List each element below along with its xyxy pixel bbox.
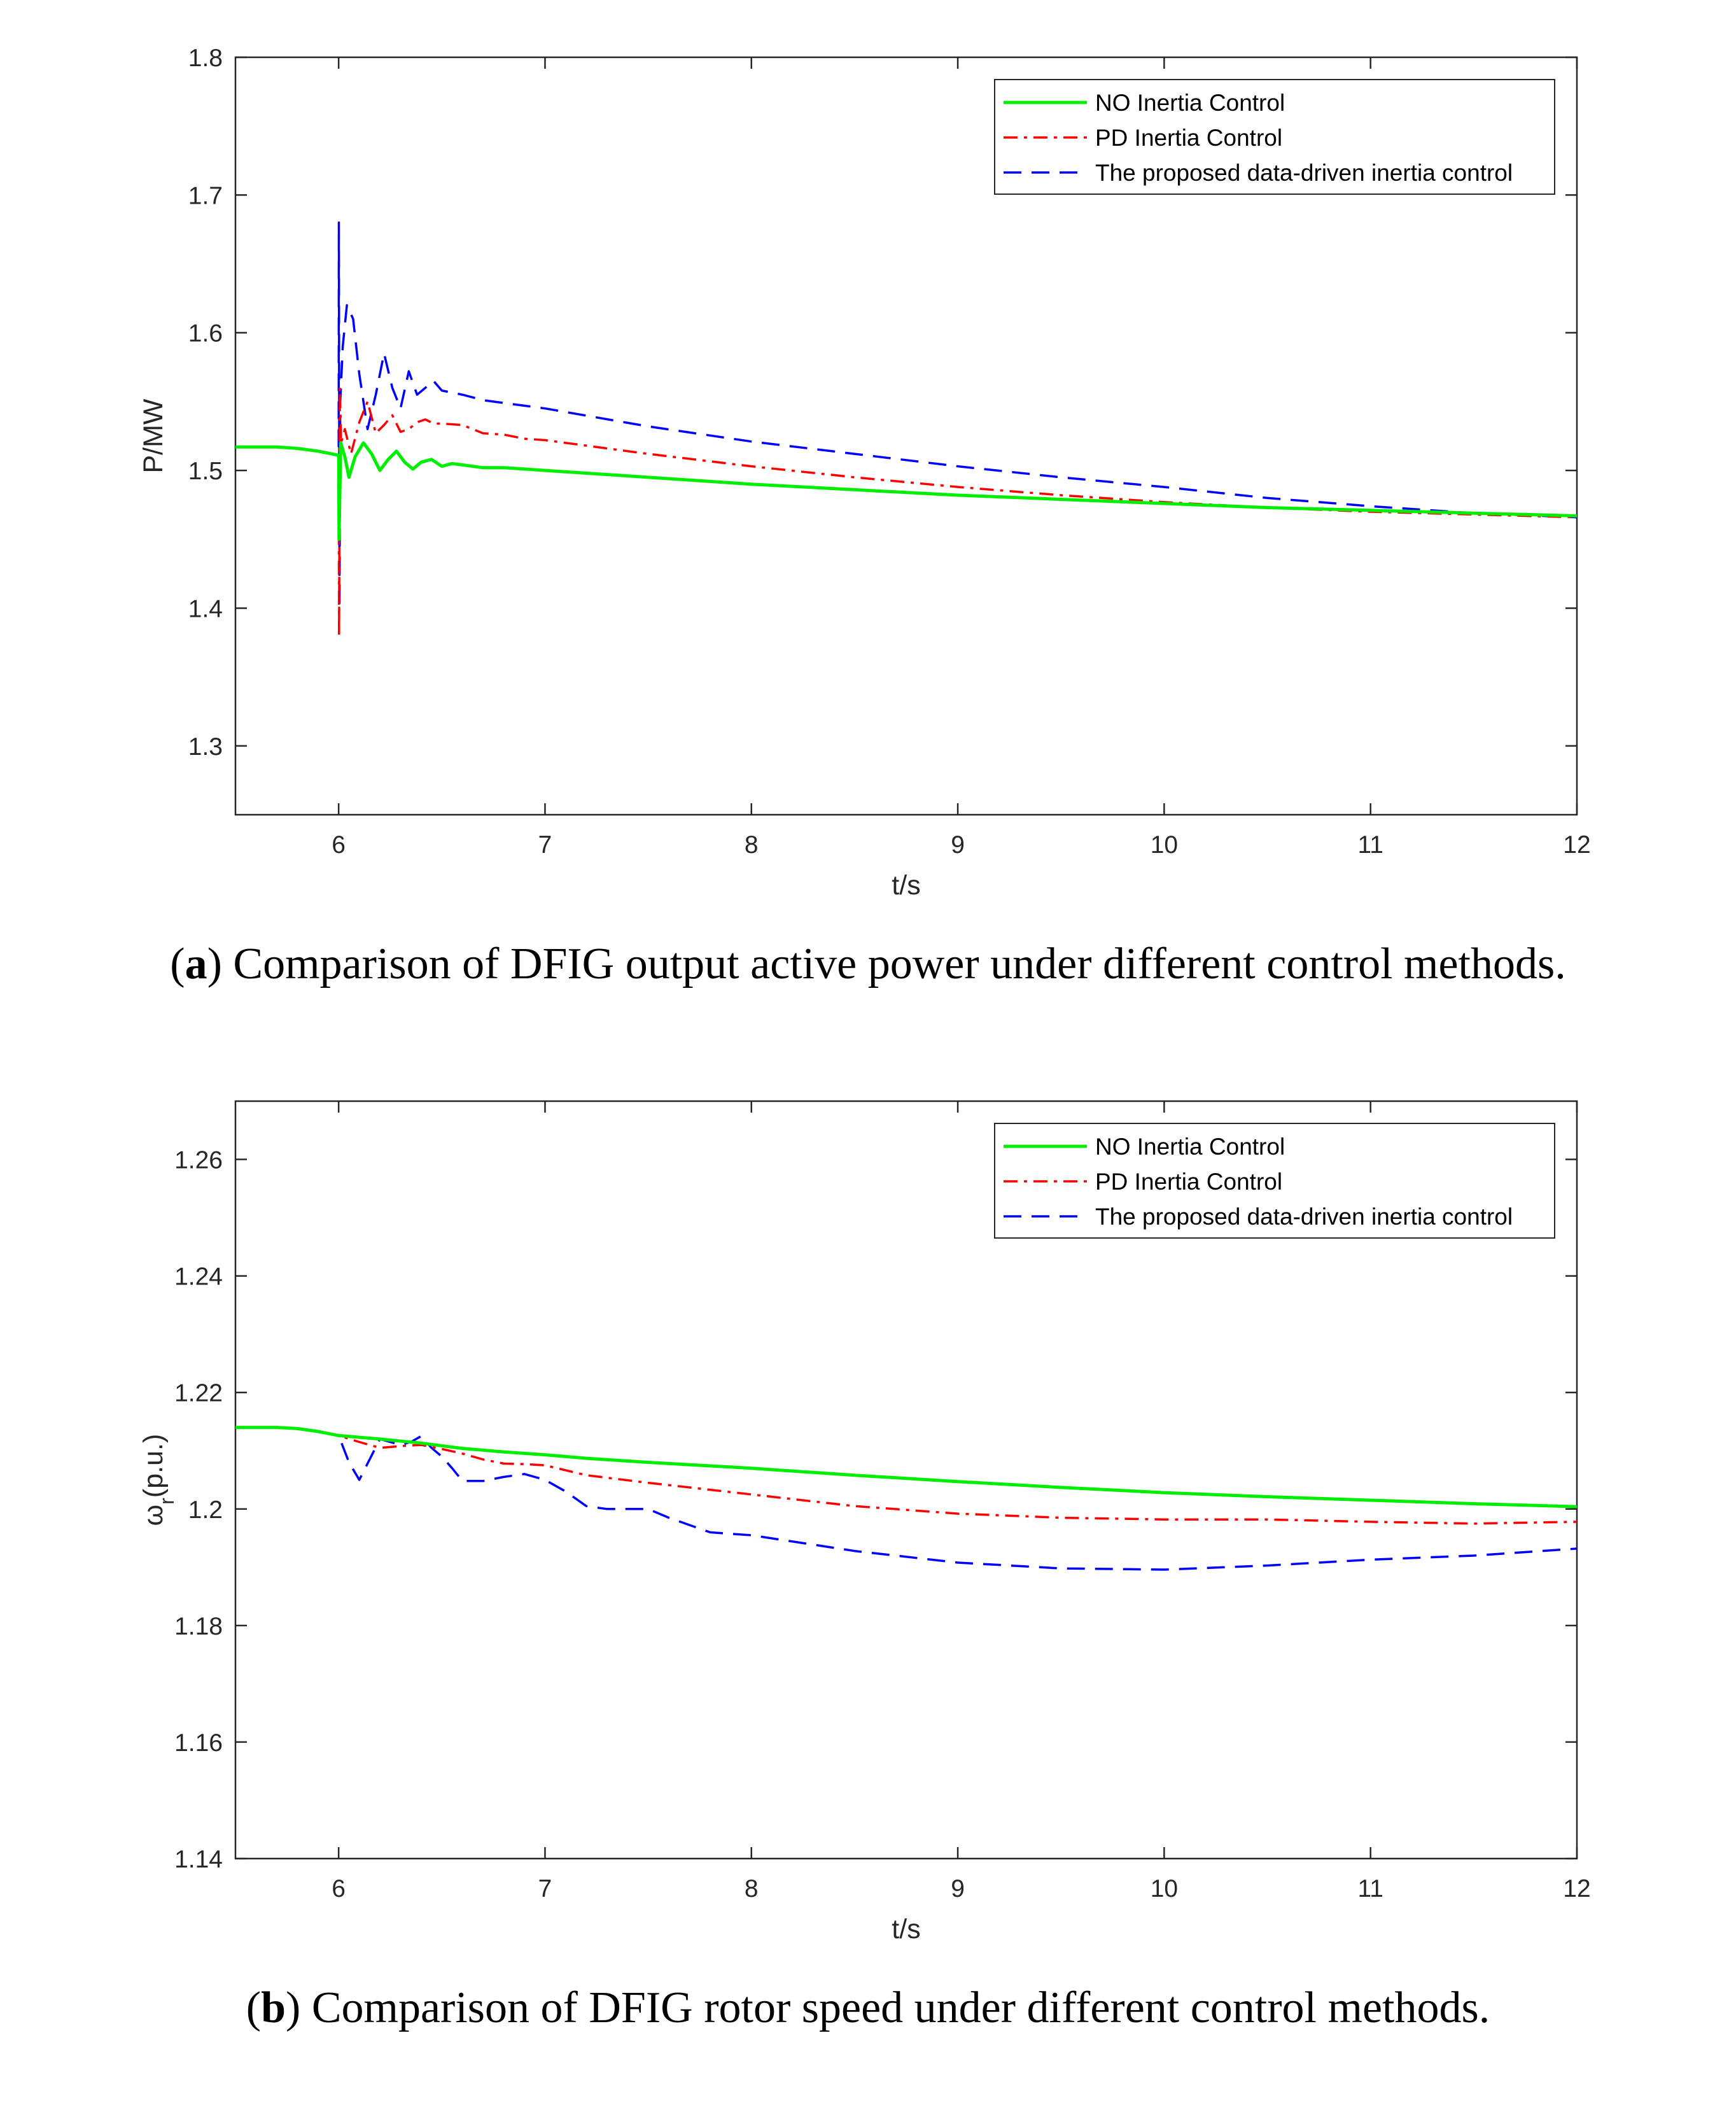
chart-power: 6 7 8 9 10 11 12 1.3 1.4 1.5 1.6 1.7 1.8 t/s P/MW NO In…	[138, 45, 1591, 901]
y-tick-label: 1.8	[188, 45, 223, 72]
series-line-dashed	[235, 1426, 1577, 1571]
caption-a-letter: a	[185, 939, 207, 988]
series-line-dashed	[235, 221, 1577, 610]
legend-label: PD Inertia Control	[1095, 1169, 1282, 1195]
x-axis-label: t/s	[892, 1914, 920, 1945]
x-tick-label: 6	[332, 1875, 346, 1903]
y-axis-label-subscript: r	[155, 1498, 178, 1505]
legend-label: The proposed data-driven inertia control	[1095, 160, 1513, 186]
y-tick-label: 1.22	[174, 1380, 223, 1407]
caption-b-text: Comparison of DFIG rotor speed under dif…	[300, 1983, 1490, 2032]
x-tick-label: 8	[745, 1875, 759, 1903]
y-tick-label: 1.2	[188, 1496, 223, 1524]
caption-b: (b) Comparison of DFIG rotor speed under…	[246, 1983, 1490, 2032]
y-tick-label: 1.18	[174, 1613, 223, 1640]
y-tick-label: 1.16	[174, 1729, 223, 1757]
legend-label: The proposed data-driven inertia control	[1095, 1204, 1513, 1230]
caption-a: (a) Comparison of DFIG output active pow…	[170, 939, 1566, 988]
y-tick-label: 1.6	[188, 320, 223, 348]
y-tick-label: 1.3	[188, 733, 223, 761]
y-tick-label: 1.7	[188, 182, 223, 209]
series-line-solid	[235, 1426, 1577, 1509]
x-tick-label: 12	[1563, 831, 1590, 859]
x-tick-label: 9	[951, 831, 965, 859]
y-tick-label: 1.26	[174, 1147, 223, 1174]
x-tick-label: 7	[538, 831, 552, 859]
legend-box	[994, 79, 1555, 195]
y-tick-label: 1.5	[188, 458, 223, 485]
x-tick-label: 6	[332, 831, 346, 859]
caption-a-text: Comparison of DFIG output active power u…	[221, 939, 1566, 988]
series-line-solid	[235, 441, 1577, 541]
y-axis-label: P/MW	[138, 398, 169, 473]
x-axis-label: t/s	[892, 870, 920, 901]
chart-rotor-speed: 6 7 8 9 10 11 12 1.14 1.16 1.18 1.2 1.22 1.24 1.26 t/s…	[138, 1100, 1591, 1945]
legend-label: NO Inertia Control	[1095, 90, 1285, 116]
y-axis-label-suffix: (p.u.)	[138, 1434, 169, 1498]
figure-b: 6 7 8 9 10 11 12 1.14 1.16 1.18 1.2 1.22 1.24 1.26 t/s…	[0, 1044, 1736, 1986]
y-tick-label: 1.4	[188, 595, 223, 622]
x-tick-label: 10	[1151, 1875, 1178, 1903]
y-axis-label: ωr(p.u.)	[138, 1434, 178, 1526]
x-tick-label: 8	[745, 831, 759, 859]
y-tick-label: 1.24	[174, 1263, 223, 1291]
x-tick-label: 11	[1357, 1875, 1383, 1903]
legend-label: NO Inertia Control	[1095, 1134, 1285, 1160]
legend-box	[994, 1123, 1555, 1239]
x-tick-label: 10	[1151, 831, 1178, 859]
figure-a: 6 7 8 9 10 11 12 1.3 1.4 1.5 1.6 1.7 1.8 t/s P/MW NO In…	[0, 0, 1736, 942]
x-tick-label: 7	[538, 1875, 552, 1903]
caption-b-letter: b	[261, 1983, 286, 2032]
x-tick-label: 11	[1357, 831, 1383, 859]
x-tick-label: 12	[1563, 1875, 1590, 1903]
series-line-dashdot	[235, 386, 1577, 637]
x-tick-label: 9	[951, 1875, 965, 1903]
legend-label: PD Inertia Control	[1095, 125, 1282, 151]
y-tick-label: 1.14	[174, 1846, 223, 1873]
